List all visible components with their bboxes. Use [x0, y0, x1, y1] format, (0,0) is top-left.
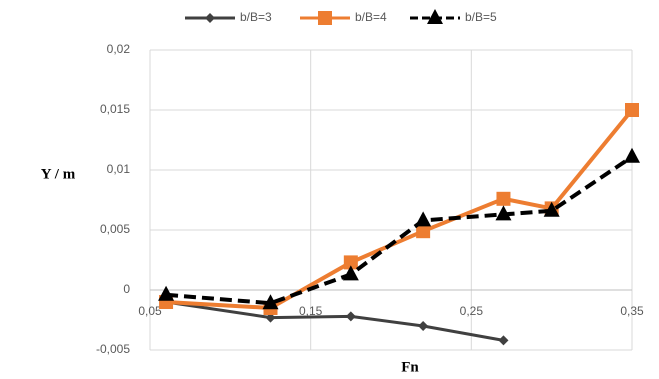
- y-axis-title: Y / m: [41, 166, 76, 182]
- data-point: [262, 294, 279, 310]
- legend-marker: [318, 11, 332, 25]
- x-tick-label: 0,05: [138, 304, 162, 318]
- legend-marker: [205, 13, 215, 23]
- y-tick-label: -0,005: [96, 342, 130, 356]
- data-point: [496, 191, 511, 206]
- y-tick-label: 0,02: [107, 42, 131, 56]
- y-tick-label: 0: [123, 282, 130, 296]
- data-point: [543, 201, 560, 217]
- legend-label: b/B=5: [465, 10, 497, 24]
- x-tick-label: 0,35: [620, 304, 644, 318]
- data-point: [345, 311, 356, 322]
- legend-marker: [427, 9, 443, 24]
- x-tick-label: 0,25: [460, 304, 484, 318]
- y-tick-label: 0,005: [100, 222, 130, 236]
- data-point: [498, 335, 509, 346]
- data-point: [265, 312, 276, 323]
- data-point: [343, 255, 358, 270]
- data-point: [418, 321, 429, 331]
- data-point: [625, 103, 639, 117]
- data-point: [342, 265, 359, 281]
- legend-label: b/B=4: [355, 10, 387, 24]
- data-point: [158, 285, 175, 301]
- data-point: [495, 205, 512, 221]
- legend-label: b/B=3: [240, 10, 272, 24]
- x-tick-label: 0,15: [299, 304, 323, 318]
- data-point: [624, 147, 640, 163]
- series-line: [165, 300, 504, 342]
- y-tick-label: 0,015: [100, 102, 130, 116]
- x-axis-title: Fn: [401, 359, 419, 375]
- data-point: [416, 224, 431, 239]
- y-tick-label: 0,01: [107, 162, 131, 176]
- data-point: [415, 211, 432, 227]
- series-line: [165, 108, 634, 310]
